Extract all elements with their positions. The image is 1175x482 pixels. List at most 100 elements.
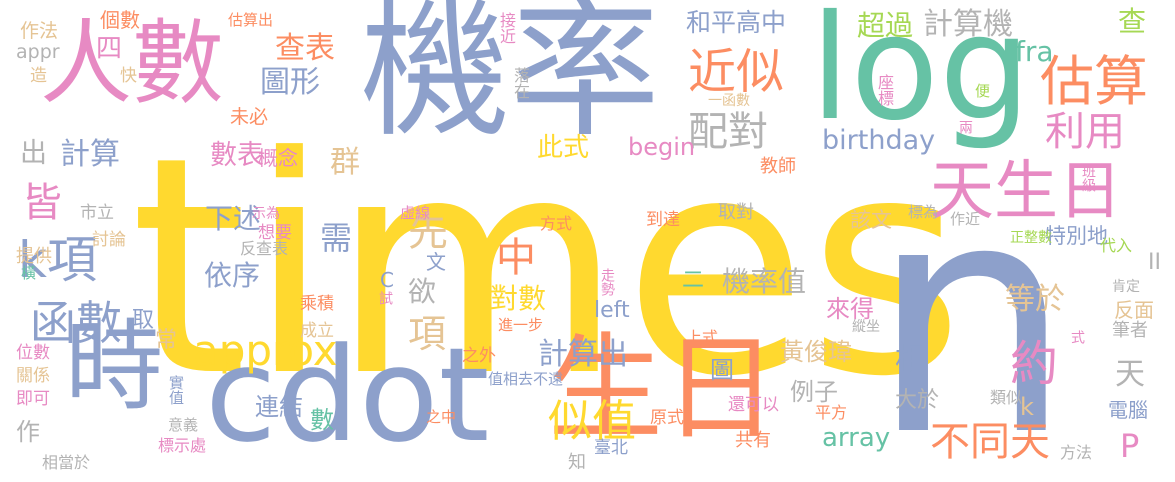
word-take-log: 取對 <box>718 202 754 223</box>
word-group: 群 <box>330 145 360 180</box>
word-pairing: 配對 <box>688 109 768 155</box>
word-certainly: 肯定 <box>1112 279 1140 295</box>
word-can-also: 還可以 <box>728 395 779 415</box>
word-term: 項 <box>408 312 447 356</box>
word-often: 常 <box>155 328 178 353</box>
word-day-birthday: 天生日 <box>930 155 1122 229</box>
word-appr: appr <box>16 41 60 63</box>
word-probability: 機率 <box>360 0 661 158</box>
word-calculator: 計算機 <box>923 7 1013 42</box>
word-left: left <box>594 298 630 323</box>
word-substitute: 代入 <box>1100 236 1133 255</box>
word-graph: 圖形 <box>260 65 320 100</box>
word-want: 欲 <box>408 275 437 308</box>
word-concept: 概念 <box>258 146 298 170</box>
word-times: times <box>130 93 965 442</box>
word-estimated: 估算出 <box>228 11 274 29</box>
word-in-particular: 特別地 <box>1045 224 1108 248</box>
word-day: 天 <box>1115 357 1145 392</box>
word-digits: 位數 <box>16 343 50 363</box>
word-first: 先 <box>408 209 448 255</box>
word-two: 二 <box>682 268 705 293</box>
word-a-function: 一函數 <box>708 93 750 109</box>
word-four: 四 <box>96 34 123 64</box>
word-link: 連結 <box>255 393 303 421</box>
word-dashed-line: 虛線 <box>400 204 431 222</box>
word-need: 需 <box>320 219 353 257</box>
word-computer: 電腦 <box>1108 398 1148 422</box>
word-all: 皆 <box>22 180 62 226</box>
word-both: 兩 <box>957 120 973 134</box>
word-fast: 快 <box>120 66 137 86</box>
word-method: 作法 <box>20 20 59 42</box>
word-meaning: 意義 <box>168 416 199 434</box>
word-make: 造 <box>30 66 47 86</box>
word-teacher: 教師 <box>760 156 796 177</box>
word-look-up-table: 查表 <box>275 31 335 66</box>
word-check: 查 <box>1118 5 1147 38</box>
word-opposite: 反面 <box>1114 298 1154 322</box>
word-utilize: 利用 <box>1045 109 1125 155</box>
word-fra: fra <box>1015 35 1054 68</box>
word-relation: 關係 <box>16 366 50 386</box>
word-birthday: birthday <box>822 125 936 156</box>
word-author-name: 黃俊瑋 <box>780 338 852 366</box>
word-besides: 之外 <box>462 346 496 366</box>
word-marked-spot: 標示處 <box>158 436 207 455</box>
word-n: n <box>870 134 1073 482</box>
word-different-days: 不同天 <box>930 419 1050 465</box>
word-the-article: 該文 <box>850 208 892 232</box>
word-probability-value: 機率值 <box>722 265 807 298</box>
word-compared: 來得 <box>826 295 874 323</box>
word-ii: II <box>1148 250 1161 275</box>
word-marked-as: 標為 <box>908 203 939 221</box>
word-holds: 成立 <box>300 321 334 341</box>
word-vertical: 縱坐 <box>852 319 880 335</box>
word-not-necessarily: 未必 <box>230 106 269 128</box>
word-number-of-people: 人數 <box>40 10 225 117</box>
word-table: 數表 <box>210 140 264 171</box>
word-horizontal: 橫 <box>19 265 37 280</box>
word-actual-value: 實值 <box>167 375 185 405</box>
word-out: 出 <box>20 138 47 169</box>
word-similar: 類似 <box>990 388 1023 407</box>
word-figure: 圖 <box>710 356 734 384</box>
word-take: 取 <box>132 308 155 333</box>
word-trend: 走勢 <box>599 268 615 296</box>
word-following: 下述 <box>205 202 262 235</box>
word-log: log <box>810 0 1032 153</box>
word-reverse-lookup: 反查表 <box>240 239 289 258</box>
word-approx: approx <box>193 326 338 375</box>
word-in-order: 依序 <box>204 259 261 292</box>
word-close-to: 接近 <box>497 12 516 44</box>
word-c: C <box>380 268 394 292</box>
word-among: 之中 <box>426 408 457 426</box>
word-original: 原式 <box>650 408 684 428</box>
word-cdot: cdot <box>205 319 490 471</box>
word-positive-integer: 正整數 <box>1010 230 1052 246</box>
word-way: 方式 <box>540 214 573 233</box>
word-product: 乘積 <box>300 294 334 314</box>
word-approximating: 作近 <box>950 210 981 228</box>
word-exceed: 超過 <box>857 9 914 42</box>
word-approximate: 近似 <box>688 44 785 100</box>
word-this-formula: 此式 <box>537 133 590 163</box>
word-suffice: 即可 <box>16 389 50 409</box>
word-taipei: 臺北 <box>594 438 628 458</box>
word-middle: 中 <box>496 235 536 281</box>
word-above-formula: 上式 <box>686 328 719 347</box>
word-p: P <box>1120 427 1140 465</box>
word-calculated: 計算出 <box>538 337 628 372</box>
word-approach: 方法 <box>1060 443 1093 462</box>
word-example: 例子 <box>790 378 838 406</box>
word-k-term: k項 <box>18 231 97 289</box>
word-fall-in: 落在 <box>511 67 530 99</box>
word-further: 進一步 <box>498 316 544 334</box>
word-discuss: 討論 <box>92 230 126 250</box>
word-try: 試 <box>377 291 393 305</box>
word-begin: begin <box>628 133 696 161</box>
word-author: 筆者 <box>1112 320 1148 341</box>
word-k: k <box>1020 393 1034 421</box>
word-formula: 式 <box>1069 330 1085 344</box>
